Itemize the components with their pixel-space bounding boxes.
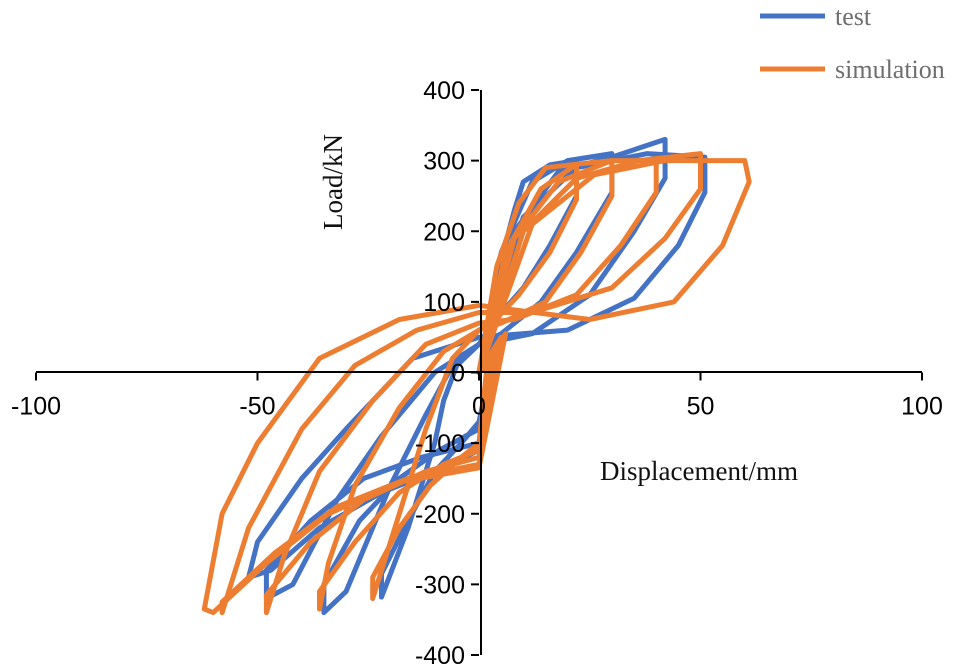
legend: test simulation	[760, 2, 945, 84]
y-tick-label: 100	[423, 289, 465, 317]
legend-label-simulation: simulation	[835, 55, 945, 84]
y-tick-label: -300	[415, 571, 465, 599]
x-tick-label: 50	[687, 393, 715, 421]
x-tick-label: -50	[239, 393, 275, 421]
y-tick-label: -200	[415, 501, 465, 529]
series-test-loop-2	[321, 151, 615, 616]
legend-label-test: test	[835, 2, 872, 31]
x-tick-label: -100	[11, 393, 61, 421]
y-tick-label: 200	[423, 218, 465, 246]
y-tick-label: 300	[423, 148, 465, 176]
x-tick-label: 100	[901, 393, 943, 421]
series-simulation-loop-5	[201, 158, 752, 616]
ticks: -100 -50 0 50 1004003002001000-100-200-300-4…	[11, 77, 943, 670]
y-tick-label: 0	[451, 360, 465, 388]
y-tick-label: -100	[415, 430, 465, 458]
series-layer	[201, 136, 752, 616]
series-simulation	[201, 151, 752, 616]
series-test-loop-3	[263, 136, 668, 601]
x-axis-title: Displacement/mm	[600, 456, 798, 486]
x-tick-label: 0	[472, 393, 486, 421]
series-simulation-loop-2	[317, 158, 615, 612]
y-tick-label: 400	[423, 77, 465, 105]
y-tick-label: -400	[415, 642, 465, 670]
y-axis-title: Load/kN	[318, 134, 348, 230]
